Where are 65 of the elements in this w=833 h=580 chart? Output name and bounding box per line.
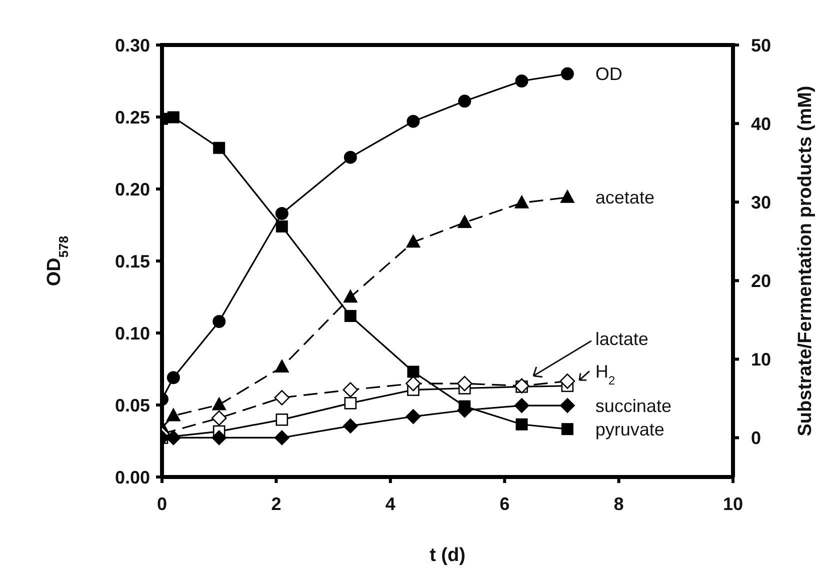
- y2-tick-label: 20: [751, 271, 772, 292]
- point: [275, 206, 288, 220]
- point: [212, 397, 226, 410]
- point: [212, 430, 227, 446]
- point: [342, 382, 358, 398]
- point: [406, 409, 421, 424]
- point: [344, 397, 357, 410]
- point: [514, 195, 529, 208]
- x-tick-label: 0: [156, 494, 168, 514]
- y2-axis-title: Substrate/Fermentation products (mM): [795, 86, 816, 436]
- series-label: succinate: [595, 396, 672, 416]
- series-label: OD: [595, 64, 622, 84]
- y2-tick-label: 30: [751, 192, 772, 212]
- point: [274, 390, 290, 406]
- point: [515, 74, 528, 88]
- point: [276, 220, 288, 232]
- point: [343, 290, 358, 303]
- point: [167, 111, 180, 124]
- series-label: acetate: [595, 188, 654, 208]
- y2-tick-label: 50: [751, 35, 772, 56]
- point: [212, 314, 226, 328]
- y-tick-label: 0.25: [114, 107, 150, 128]
- x-tick-label: 2: [271, 494, 282, 514]
- point: [458, 400, 471, 412]
- point: [274, 360, 289, 373]
- point: [560, 190, 574, 203]
- series-label: pyruvate: [595, 419, 664, 440]
- point: [344, 310, 356, 322]
- x-tick-label: 4: [385, 494, 396, 514]
- point: [166, 371, 180, 384]
- point: [344, 150, 357, 164]
- x-tick-label: 10: [722, 494, 744, 514]
- point: [456, 376, 472, 392]
- x-tick-label: 8: [614, 494, 624, 514]
- point: [342, 418, 358, 434]
- point: [516, 418, 528, 430]
- point: [407, 366, 420, 378]
- point: [560, 398, 575, 414]
- point: [211, 410, 227, 426]
- point: [406, 234, 420, 248]
- y-tick-label: 0.10: [114, 323, 150, 344]
- text: lactate: [595, 329, 648, 350]
- point: [406, 376, 421, 392]
- point: [560, 374, 576, 389]
- y-tick-label: 0.15: [114, 251, 150, 272]
- point: [560, 67, 574, 80]
- point: [561, 423, 574, 436]
- y2-tick-label: 10: [751, 350, 772, 370]
- series-label: H$_{2}$: [595, 361, 616, 388]
- point: [213, 142, 226, 154]
- point: [406, 114, 420, 128]
- y-tick-label: 0.20: [114, 179, 150, 200]
- y-tick-label: 0.30: [114, 35, 150, 56]
- x-axis-title: t (d): [430, 545, 466, 566]
- y2-tick-label: 0: [751, 428, 762, 448]
- point: [274, 430, 290, 446]
- point: [458, 215, 472, 228]
- point: [166, 408, 180, 422]
- x-tick-label: 6: [500, 494, 510, 514]
- y2-tick-label: 40: [751, 114, 772, 134]
- y-tick-label: 0.00: [114, 467, 150, 488]
- y-tick-label: 0.05: [114, 395, 150, 416]
- point: [276, 414, 288, 426]
- point: [458, 94, 472, 108]
- point: [514, 398, 530, 414]
